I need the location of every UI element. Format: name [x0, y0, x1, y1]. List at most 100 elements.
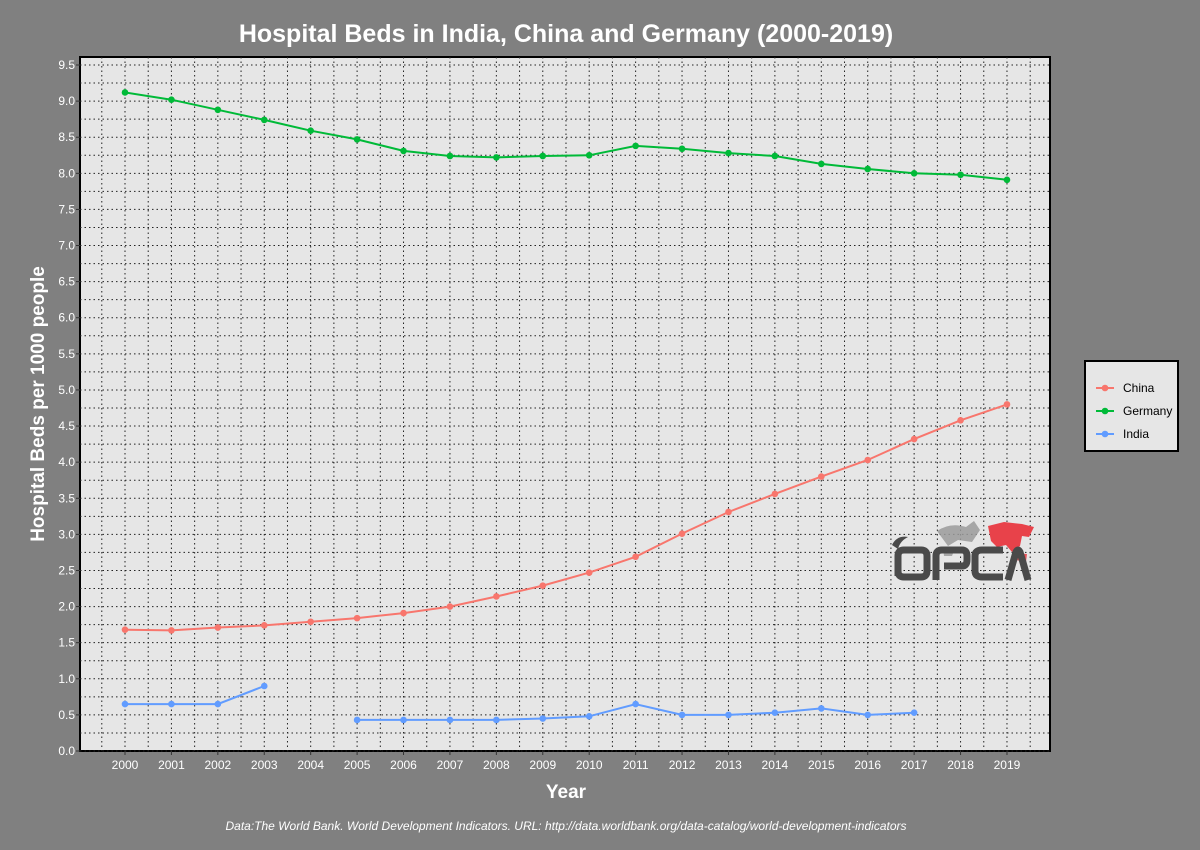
y-tick-label: 2.0	[58, 600, 75, 614]
data-point-india	[725, 711, 732, 719]
logo-map-red	[988, 522, 1034, 552]
legend-swatch-point	[1101, 430, 1109, 438]
y-tick-label: 9.0	[58, 94, 75, 108]
legend-swatch-point	[1101, 384, 1109, 392]
x-tick-label: 2004	[297, 758, 324, 772]
y-tick-label: 9.5	[58, 58, 75, 72]
x-tick-label: 2016	[854, 758, 881, 772]
series-india	[121, 682, 918, 724]
legend-swatch-point	[1101, 407, 1109, 415]
y-tick-label: 5.0	[58, 383, 75, 397]
legend-item-india: India	[1096, 427, 1149, 441]
caption: Data:The World Bank. World Development I…	[226, 819, 907, 833]
data-point-china	[957, 416, 964, 424]
data-point-germany	[725, 149, 732, 157]
data-point-china	[910, 435, 918, 443]
y-tick-label: 0.5	[58, 708, 75, 722]
x-tick-label: 2000	[112, 758, 139, 772]
data-point-germany	[1003, 176, 1011, 184]
x-axis-title: Year	[546, 782, 587, 803]
series-layer	[121, 89, 1011, 724]
x-tick-label: 2007	[437, 758, 464, 772]
y-tick-label: 7.0	[58, 239, 75, 253]
data-point-china	[585, 569, 593, 576]
x-tick-label: 2008	[483, 758, 510, 772]
data-point-india	[771, 709, 779, 717]
x-tick-label: 2002	[204, 758, 231, 772]
data-point-china	[446, 603, 454, 610]
y-tick-label: 8.5	[58, 130, 75, 144]
series-china	[121, 401, 1011, 634]
data-point-germany	[771, 152, 779, 160]
x-tick-label: 2012	[669, 758, 696, 772]
data-point-india	[585, 713, 593, 720]
x-tick-label: 2014	[762, 758, 789, 772]
x-tick-label: 2019	[994, 758, 1021, 772]
x-tick-label: 2005	[344, 758, 371, 772]
data-point-china	[725, 508, 732, 516]
data-point-china	[168, 627, 175, 634]
data-point-china	[307, 618, 314, 626]
x-tick-label: 2001	[158, 758, 185, 772]
data-point-india	[214, 700, 222, 708]
legend-item-china: China	[1096, 381, 1155, 395]
y-tick-label: 3.5	[58, 491, 75, 505]
data-point-india	[864, 711, 872, 719]
data-point-india	[493, 716, 500, 724]
data-point-china	[353, 614, 361, 622]
x-tick-label: 2003	[251, 758, 278, 772]
data-point-germany	[910, 170, 918, 177]
data-point-germany	[864, 165, 872, 173]
data-point-china	[260, 622, 268, 629]
data-point-india	[446, 716, 454, 724]
legend-label: Germany	[1123, 404, 1172, 418]
data-point-germany	[260, 116, 268, 124]
data-point-germany	[446, 152, 454, 160]
data-point-germany	[353, 136, 361, 143]
data-point-germany	[678, 145, 686, 153]
data-point-china	[678, 530, 686, 537]
y-tick-label: 7.5	[58, 202, 75, 216]
y-tick-label: 0.0	[58, 744, 75, 758]
data-point-germany	[539, 152, 547, 160]
y-tick-label: 1.0	[58, 672, 75, 686]
data-point-germany	[957, 171, 964, 179]
data-point-germany	[168, 96, 175, 103]
series-line-india	[125, 685, 265, 706]
data-point-germany	[493, 154, 500, 161]
data-point-india	[910, 709, 918, 717]
data-point-india	[121, 700, 129, 708]
data-point-germany	[585, 151, 593, 159]
plot-area	[79, 56, 1051, 752]
y-tick-label: 4.5	[58, 419, 75, 433]
legend: China Germany India	[1084, 360, 1179, 452]
axis-ticks: 2000 2001 2002 2003 2004 2005 2006 2007 2008 2009…	[58, 58, 1020, 772]
logo-map-grey	[937, 521, 980, 546]
data-point-china	[214, 624, 222, 631]
data-point-china	[632, 553, 639, 561]
data-point-china	[493, 593, 500, 600]
x-tick-label: 2010	[576, 758, 603, 772]
y-tick-label: 3.0	[58, 527, 75, 541]
legend-label: India	[1123, 427, 1149, 441]
data-point-india	[539, 715, 547, 722]
data-point-germany	[818, 160, 825, 168]
series-germany	[121, 89, 1011, 184]
x-tick-label: 2018	[947, 758, 974, 772]
logo-wordmark	[894, 546, 1032, 581]
x-tick-label: 2006	[390, 758, 417, 772]
y-tick-label: 1.5	[58, 636, 75, 650]
data-point-india	[260, 682, 268, 690]
series-line-germany	[124, 91, 1008, 181]
data-point-china	[1003, 401, 1011, 408]
data-point-china	[121, 626, 129, 633]
series-line-china	[124, 403, 1008, 632]
data-point-india	[678, 711, 686, 719]
data-point-china	[771, 490, 779, 498]
x-tick-label: 2017	[901, 758, 928, 772]
data-point-china	[539, 582, 547, 589]
data-point-india	[353, 716, 361, 724]
data-point-germany	[632, 142, 639, 150]
orca-logo	[892, 521, 1034, 581]
